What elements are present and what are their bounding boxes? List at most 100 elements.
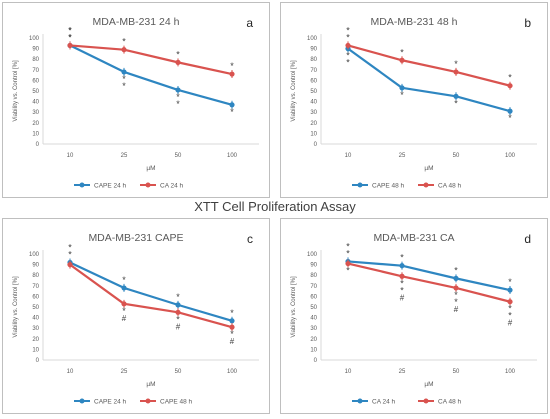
y-tick-label: 30 bbox=[32, 326, 39, 332]
hash-mark: # bbox=[400, 293, 405, 302]
x-tick-label: 10 bbox=[345, 369, 352, 375]
x-tick-label: 25 bbox=[399, 153, 406, 159]
significance-star: * bbox=[508, 311, 512, 321]
y-tick-label: 0 bbox=[36, 142, 40, 148]
significance-star: * bbox=[122, 275, 126, 285]
significance-star: * bbox=[454, 59, 458, 69]
data-point bbox=[345, 42, 351, 49]
y-tick-label: 80 bbox=[310, 57, 317, 63]
y-tick-label: 80 bbox=[310, 273, 317, 279]
legend-label: CA 48 h bbox=[438, 183, 462, 190]
y-tick-label: 60 bbox=[310, 294, 317, 300]
significance-star: * bbox=[176, 314, 180, 324]
significance-star: * bbox=[346, 248, 350, 258]
data-point bbox=[229, 324, 235, 330]
x-tick-label: 10 bbox=[67, 153, 74, 159]
data-point bbox=[507, 299, 513, 305]
significance-star: * bbox=[400, 278, 404, 288]
significance-star: * bbox=[68, 32, 72, 42]
data-point bbox=[67, 262, 73, 268]
x-tick-label: 25 bbox=[121, 369, 128, 375]
data-point bbox=[507, 287, 513, 293]
significance-star: * bbox=[508, 113, 512, 123]
legend-swatch-marker bbox=[79, 398, 85, 404]
significance-star: * bbox=[400, 285, 404, 295]
y-tick-label: 100 bbox=[307, 252, 318, 258]
y-tick-label: 90 bbox=[310, 47, 317, 53]
significance-star: * bbox=[122, 306, 126, 316]
significance-star: * bbox=[122, 81, 126, 91]
significance-star: * bbox=[176, 99, 180, 109]
legend-swatch-marker bbox=[357, 398, 363, 404]
x-tick-label: 100 bbox=[227, 153, 238, 159]
data-point bbox=[399, 273, 405, 279]
significance-star: * bbox=[68, 242, 72, 252]
data-point bbox=[175, 309, 181, 315]
panel-letter: b bbox=[524, 16, 531, 30]
panel-letter: c bbox=[247, 232, 253, 246]
hash-mark: # bbox=[454, 305, 459, 314]
data-point bbox=[67, 42, 73, 49]
data-point bbox=[229, 318, 235, 324]
x-tick-label: 25 bbox=[121, 153, 128, 159]
y-tick-label: 50 bbox=[32, 89, 39, 95]
chart-title: MDA-MB-231 48 h bbox=[371, 16, 458, 28]
data-point bbox=[453, 285, 459, 291]
y-tick-label: 30 bbox=[310, 326, 317, 332]
y-tick-label: 70 bbox=[32, 68, 39, 74]
y-axis-label: Viability vs. Control [%] bbox=[291, 276, 297, 338]
y-tick-label: 80 bbox=[32, 57, 39, 63]
y-tick-label: 40 bbox=[32, 316, 39, 322]
hash-mark: # bbox=[176, 322, 181, 331]
y-tick-label: 50 bbox=[32, 305, 39, 311]
panel-letter: d bbox=[524, 232, 531, 246]
legend-label: CAPE 24 h bbox=[94, 183, 127, 190]
y-tick-label: 20 bbox=[32, 121, 39, 127]
y-tick-label: 50 bbox=[310, 305, 317, 311]
y-tick-label: 70 bbox=[310, 68, 317, 74]
y-tick-label: 60 bbox=[32, 294, 39, 300]
x-tick-label: 10 bbox=[345, 153, 352, 159]
y-tick-label: 80 bbox=[32, 273, 39, 279]
hash-mark: # bbox=[508, 319, 513, 328]
y-tick-label: 10 bbox=[310, 347, 317, 353]
x-axis-label: µM bbox=[424, 165, 433, 172]
y-tick-label: 20 bbox=[310, 337, 317, 343]
legend-swatch-marker bbox=[423, 398, 429, 404]
line-chart-b: MDA-MB-231 48 h b 0 10 20 30 40 50 60 70 80 90 100 10… bbox=[291, 16, 537, 190]
significance-star: * bbox=[176, 292, 180, 302]
significance-star: * bbox=[508, 304, 512, 314]
y-tick-label: 60 bbox=[32, 78, 39, 84]
y-tick-label: 40 bbox=[32, 100, 39, 106]
y-axis-label: Viability vs. Control [%] bbox=[13, 276, 19, 338]
y-tick-label: 100 bbox=[307, 36, 318, 42]
series-line-0 bbox=[347, 47, 511, 113]
significance-star: * bbox=[454, 290, 458, 300]
significance-star: * bbox=[230, 308, 234, 318]
line-chart-a: MDA-MB-231 24 h a 0 10 20 30 40 50 60 70 80 90 100 10… bbox=[13, 16, 259, 190]
significance-star: * bbox=[346, 51, 350, 61]
significance-star: * bbox=[68, 249, 72, 259]
significance-star: * bbox=[68, 25, 72, 35]
legend-swatch-marker bbox=[145, 398, 151, 404]
data-point bbox=[121, 301, 127, 307]
y-tick-label: 40 bbox=[310, 316, 317, 322]
chart-panel-b: MDA-MB-231 48 h b 0 10 20 30 40 50 60 70 80 90 100 10… bbox=[280, 2, 548, 198]
y-tick-label: 40 bbox=[310, 100, 317, 106]
x-axis-label: µM bbox=[424, 381, 433, 388]
significance-star: * bbox=[508, 277, 512, 287]
significance-star: * bbox=[454, 265, 458, 275]
x-tick-label: 50 bbox=[175, 153, 182, 159]
y-tick-label: 70 bbox=[310, 284, 317, 290]
y-axis-label: Viability vs. Control [%] bbox=[291, 60, 297, 122]
significance-star: * bbox=[122, 74, 126, 84]
y-tick-label: 10 bbox=[32, 347, 39, 353]
significance-star: * bbox=[454, 98, 458, 108]
series-line-1 bbox=[347, 262, 511, 303]
significance-star: * bbox=[230, 61, 234, 71]
data-point bbox=[121, 47, 127, 53]
legend-label: CA 24 h bbox=[372, 399, 396, 406]
significance-star: * bbox=[346, 266, 350, 276]
y-tick-label: 10 bbox=[310, 131, 317, 137]
data-point bbox=[399, 263, 405, 269]
